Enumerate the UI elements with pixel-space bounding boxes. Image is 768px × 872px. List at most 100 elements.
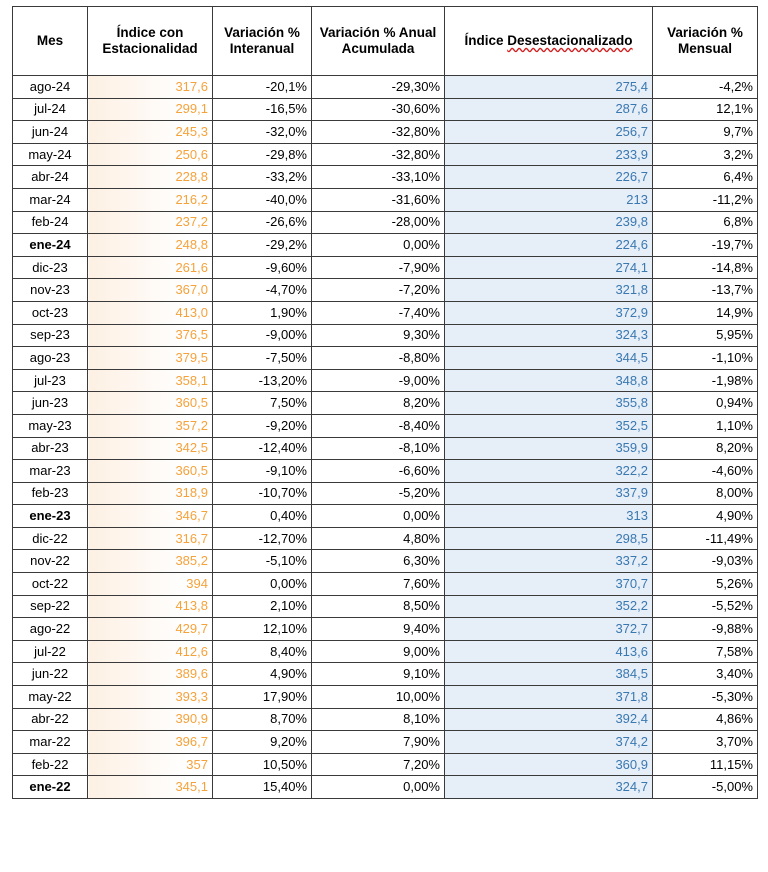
- cell-variacion-mensual: -4,2%: [652, 75, 758, 99]
- cell-indice-estacionalidad: 413,0: [87, 300, 213, 325]
- cell-variacion-interanual: -5,10%: [212, 549, 312, 574]
- cell-indice-desestacionalizado: 371,8: [444, 685, 653, 709]
- table-row: mar-22 396,7 9,20% 7,90% 374,2 3,70%: [12, 730, 758, 754]
- cell-mes: ago-22: [12, 617, 88, 641]
- cell-indice-desestacionalizado: 324,7: [444, 775, 653, 799]
- cell-variacion-anual-acumulada: 6,30%: [311, 549, 445, 574]
- cell-variacion-anual-acumulada: -7,40%: [311, 300, 445, 325]
- cell-indice-desestacionalizado: 287,6: [444, 97, 653, 122]
- cell-indice-estacionalidad: 412,6: [87, 639, 213, 664]
- cell-variacion-mensual: 7,58%: [652, 639, 758, 664]
- cell-variacion-mensual: 8,00%: [652, 481, 758, 506]
- cell-variacion-interanual: -7,50%: [212, 346, 312, 370]
- cell-variacion-mensual: 12,1%: [652, 97, 758, 122]
- cell-mes: sep-22: [12, 594, 88, 619]
- table-row: nov-23 367,0 -4,70% -7,20% 321,8 -13,7%: [12, 278, 758, 302]
- cell-mes: jun-22: [12, 662, 88, 687]
- table-row: abr-22 390,9 8,70% 8,10% 392,4 4,86%: [12, 707, 758, 732]
- cell-indice-estacionalidad: 357: [87, 752, 213, 777]
- cell-indice-desestacionalizado: 322,2: [444, 459, 653, 483]
- cell-variacion-interanual: -29,8%: [212, 142, 312, 167]
- table-row: ago-24 317,6 -20,1% -29,30% 275,4 -4,2%: [12, 75, 758, 99]
- cell-variacion-anual-acumulada: 0,00%: [311, 504, 445, 528]
- cell-mes: oct-22: [12, 572, 88, 596]
- cell-mes: dic-23: [12, 255, 88, 280]
- cell-variacion-mensual: -11,49%: [652, 526, 758, 551]
- cell-indice-desestacionalizado: 298,5: [444, 526, 653, 551]
- cell-variacion-interanual: 1,90%: [212, 300, 312, 325]
- cell-mes: mar-23: [12, 459, 88, 483]
- cell-variacion-mensual: 1,10%: [652, 413, 758, 438]
- cell-variacion-interanual: -40,0%: [212, 187, 312, 212]
- cell-variacion-anual-acumulada: -33,10%: [311, 165, 445, 189]
- cell-indice-estacionalidad: 379,5: [87, 346, 213, 370]
- cell-variacion-mensual: -5,30%: [652, 685, 758, 709]
- cell-indice-desestacionalizado: 213: [444, 187, 653, 212]
- cell-variacion-mensual: -9,03%: [652, 549, 758, 574]
- header-mes: Mes: [12, 6, 88, 76]
- cell-indice-estacionalidad: 385,2: [87, 549, 213, 574]
- cell-indice-estacionalidad: 237,2: [87, 210, 213, 235]
- cell-variacion-mensual: -9,88%: [652, 617, 758, 641]
- cell-indice-desestacionalizado: 372,9: [444, 300, 653, 325]
- cell-variacion-mensual: 4,90%: [652, 504, 758, 528]
- cell-variacion-anual-acumulada: -5,20%: [311, 481, 445, 506]
- cell-variacion-anual-acumulada: -8,80%: [311, 346, 445, 370]
- cell-indice-desestacionalizado: 372,7: [444, 617, 653, 641]
- cell-variacion-mensual: 5,95%: [652, 323, 758, 348]
- cell-indice-desestacionalizado: 324,3: [444, 323, 653, 348]
- cell-indice-estacionalidad: 245,3: [87, 120, 213, 144]
- cell-indice-desestacionalizado: 224,6: [444, 233, 653, 257]
- cell-mes: jun-23: [12, 391, 88, 415]
- cell-variacion-mensual: 14,9%: [652, 300, 758, 325]
- cell-indice-desestacionalizado: 344,5: [444, 346, 653, 370]
- cell-variacion-anual-acumulada: -28,00%: [311, 210, 445, 235]
- cell-mes: ago-23: [12, 346, 88, 370]
- cell-indice-desestacionalizado: 239,8: [444, 210, 653, 235]
- cell-mes: sep-23: [12, 323, 88, 348]
- cell-indice-estacionalidad: 429,7: [87, 617, 213, 641]
- indices-table: Mes Índice con Estacionalidad Variación …: [12, 6, 758, 799]
- cell-indice-estacionalidad: 346,7: [87, 504, 213, 528]
- table-row: ago-22 429,7 12,10% 9,40% 372,7 -9,88%: [12, 617, 758, 641]
- cell-mes: mar-22: [12, 730, 88, 754]
- table-row: jul-22 412,6 8,40% 9,00% 413,6 7,58%: [12, 639, 758, 664]
- cell-variacion-interanual: 9,20%: [212, 730, 312, 754]
- cell-mes: feb-22: [12, 752, 88, 777]
- cell-variacion-mensual: -5,00%: [652, 775, 758, 799]
- table-row: oct-23 413,0 1,90% -7,40% 372,9 14,9%: [12, 300, 758, 325]
- cell-mes: jul-22: [12, 639, 88, 664]
- cell-variacion-interanual: -12,40%: [212, 436, 312, 461]
- cell-variacion-anual-acumulada: 8,20%: [311, 391, 445, 415]
- cell-variacion-anual-acumulada: 9,10%: [311, 662, 445, 687]
- table-header: Mes Índice con Estacionalidad Variación …: [12, 6, 758, 76]
- cell-mes: oct-23: [12, 300, 88, 325]
- cell-variacion-mensual: 6,4%: [652, 165, 758, 189]
- cell-variacion-anual-acumulada: 4,80%: [311, 526, 445, 551]
- cell-variacion-mensual: -14,8%: [652, 255, 758, 280]
- cell-indice-desestacionalizado: 337,9: [444, 481, 653, 506]
- cell-mes: dic-22: [12, 526, 88, 551]
- cell-variacion-mensual: 8,20%: [652, 436, 758, 461]
- cell-indice-desestacionalizado: 384,5: [444, 662, 653, 687]
- cell-mes: feb-24: [12, 210, 88, 235]
- cell-variacion-interanual: -13,20%: [212, 368, 312, 393]
- cell-variacion-mensual: 11,15%: [652, 752, 758, 777]
- cell-indice-estacionalidad: 318,9: [87, 481, 213, 506]
- cell-variacion-mensual: 3,40%: [652, 662, 758, 687]
- cell-variacion-anual-acumulada: 10,00%: [311, 685, 445, 709]
- table-row: jul-24 299,1 -16,5% -30,60% 287,6 12,1%: [12, 97, 758, 122]
- cell-variacion-interanual: 8,40%: [212, 639, 312, 664]
- table-row: sep-23 376,5 -9,00% 9,30% 324,3 5,95%: [12, 323, 758, 348]
- cell-variacion-interanual: -4,70%: [212, 278, 312, 302]
- cell-mes: jul-23: [12, 368, 88, 393]
- cell-indice-estacionalidad: 345,1: [87, 775, 213, 799]
- cell-variacion-mensual: -5,52%: [652, 594, 758, 619]
- cell-variacion-interanual: -20,1%: [212, 75, 312, 99]
- cell-variacion-interanual: -12,70%: [212, 526, 312, 551]
- cell-indice-desestacionalizado: 256,7: [444, 120, 653, 144]
- cell-indice-desestacionalizado: 355,8: [444, 391, 653, 415]
- cell-mes: jul-24: [12, 97, 88, 122]
- cell-variacion-interanual: 2,10%: [212, 594, 312, 619]
- cell-variacion-anual-acumulada: -31,60%: [311, 187, 445, 212]
